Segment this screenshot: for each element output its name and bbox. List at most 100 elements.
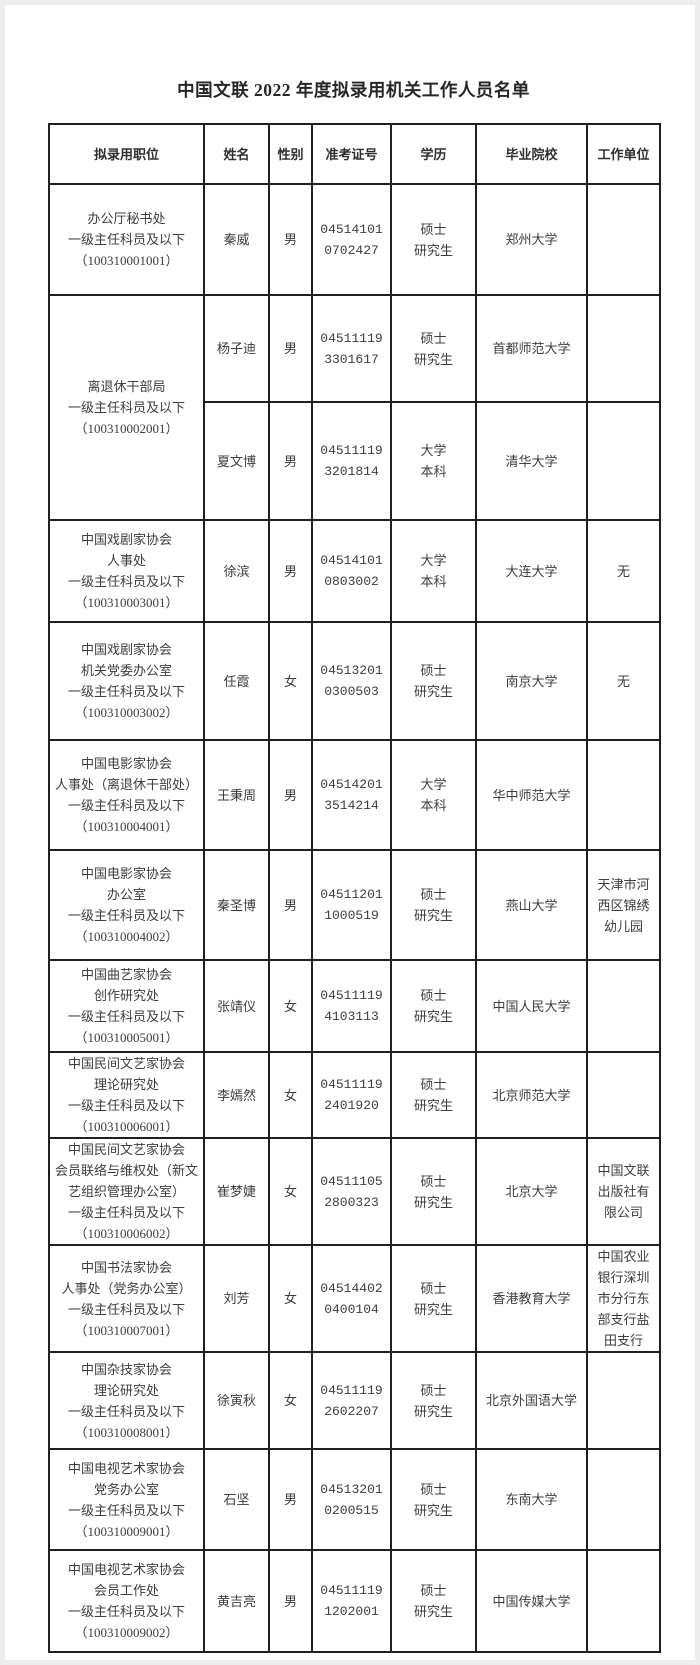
school-cell: 北京师范大学 (475, 1051, 588, 1139)
school-cell: 北京外国语大学 (475, 1351, 588, 1450)
ticket-cell: 045112011000519 (311, 849, 392, 961)
table-row: 中国民间文艺家协会 理论研究处 一级主任科员及以下 （100310006001）… (48, 1051, 661, 1139)
header-degree: 学历 (390, 123, 477, 185)
ticket-cell: 045111194103113 (311, 959, 392, 1053)
gender-cell: 女 (268, 1051, 313, 1139)
name-cell: 王秉周 (203, 739, 270, 851)
degree-cell: 硕士 研究生 (390, 1244, 477, 1353)
school-cell: 清华大学 (475, 401, 588, 521)
degree-cell: 大学 本科 (390, 739, 477, 851)
table-row: 中国电影家协会 人事处（离退休干部处） 一级主任科员及以下 （100310004… (48, 739, 661, 851)
gender-cell: 女 (268, 1244, 313, 1353)
name-cell: 刘芳 (203, 1244, 270, 1353)
name-cell: 徐寅秋 (203, 1351, 270, 1450)
header-row: 拟录用职位 姓名 性别 准考证号 学历 毕业院校 工作单位 (48, 123, 661, 185)
position-cell: 中国杂技家协会 理论研究处 一级主任科员及以下 （100310008001） (48, 1351, 205, 1450)
table-row: 中国杂技家协会 理论研究处 一级主任科员及以下 （100310008001） 徐… (48, 1351, 661, 1450)
gender-cell: 男 (268, 1549, 313, 1653)
table-row: 办公厅秘书处 一级主任科员及以下 （100310001001） 秦威 男 045… (48, 183, 661, 296)
gender-cell: 女 (268, 621, 313, 741)
school-cell: 北京大学 (475, 1137, 588, 1246)
table-row: 中国民间文艺家协会 会员联络与维权处（新文艺组织管理办公室） 一级主任科员及以下… (48, 1137, 661, 1246)
degree-cell: 硕士 研究生 (390, 294, 477, 403)
school-cell: 华中师范大学 (475, 739, 588, 851)
gender-cell: 女 (268, 1351, 313, 1450)
ticket-cell: 045111193301617 (311, 294, 392, 403)
document-page: 中国文联 2022 年度拟录用机关工作人员名单 拟录用职位 姓名 性别 准考证号… (5, 5, 695, 1660)
employer-cell: 中国农业银行深圳市分行东部支行盐田支行 (586, 1244, 661, 1353)
school-cell: 中国人民大学 (475, 959, 588, 1053)
degree-cell: 硕士 研究生 (390, 1448, 477, 1551)
table-row: 中国电视艺术家协会 会员工作处 一级主任科员及以下 （100310009002）… (48, 1549, 661, 1653)
school-cell: 东南大学 (475, 1448, 588, 1551)
recruitment-table: 拟录用职位 姓名 性别 准考证号 学历 毕业院校 工作单位 办公厅秘书处 一级主… (48, 123, 661, 1653)
degree-cell: 硕士 研究生 (390, 1351, 477, 1450)
employer-cell: 无 (586, 519, 661, 623)
name-cell: 秦圣博 (203, 849, 270, 961)
ticket-cell: 045132010300503 (311, 621, 392, 741)
header-position: 拟录用职位 (48, 123, 205, 185)
ticket-cell: 045144020400104 (311, 1244, 392, 1353)
ticket-cell: 045142013514214 (311, 739, 392, 851)
gender-cell: 男 (268, 294, 313, 403)
degree-cell: 大学 本科 (390, 519, 477, 623)
school-cell: 中国传媒大学 (475, 1549, 588, 1653)
position-cell: 中国电影家协会 人事处（离退休干部处） 一级主任科员及以下 （100310004… (48, 739, 205, 851)
position-cell: 中国戏剧家协会 机关党委办公室 一级主任科员及以下 （100310003002） (48, 621, 205, 741)
degree-cell: 硕士 研究生 (390, 621, 477, 741)
name-cell: 张靖仪 (203, 959, 270, 1053)
ticket-cell: 045111191202001 (311, 1549, 392, 1653)
document-title: 中国文联 2022 年度拟录用机关工作人员名单 (177, 80, 530, 100)
table-row: 中国电影家协会 办公室 一级主任科员及以下 （100310004002） 秦圣博… (48, 849, 661, 961)
degree-cell: 硕士 研究生 (390, 849, 477, 961)
position-cell: 中国书法家协会 人事处（党务办公室） 一级主任科员及以下 （1003100070… (48, 1244, 205, 1353)
employer-cell (586, 739, 661, 851)
name-cell: 夏文博 (203, 401, 270, 521)
position-cell: 中国电影家协会 办公室 一级主任科员及以下 （100310004002） (48, 849, 205, 961)
degree-cell: 硕士 研究生 (390, 1137, 477, 1246)
name-cell: 徐滨 (203, 519, 270, 623)
school-cell: 燕山大学 (475, 849, 588, 961)
ticket-cell: 045132010200515 (311, 1448, 392, 1551)
header-ticket: 准考证号 (311, 123, 392, 185)
ticket-cell: 045111192401920 (311, 1051, 392, 1139)
position-cell: 办公厅秘书处 一级主任科员及以下 （100310001001） (48, 183, 205, 296)
gender-cell: 女 (268, 1137, 313, 1246)
school-cell: 大连大学 (475, 519, 588, 623)
position-cell: 中国民间文艺家协会 理论研究处 一级主任科员及以下 （100310006001） (48, 1051, 205, 1139)
school-cell: 香港教育大学 (475, 1244, 588, 1353)
degree-cell: 硕士 研究生 (390, 1549, 477, 1653)
employer-cell (586, 1448, 661, 1551)
gender-cell: 男 (268, 183, 313, 296)
employer-cell: 天津市河西区锦绣幼儿园 (586, 849, 661, 961)
ticket-cell: 045141010803002 (311, 519, 392, 623)
name-cell: 石坚 (203, 1448, 270, 1551)
employer-cell (586, 1051, 661, 1139)
employer-cell (586, 1549, 661, 1653)
ticket-cell: 045141010702427 (311, 183, 392, 296)
school-cell: 首都师范大学 (475, 294, 588, 403)
position-cell: 中国曲艺家协会 创作研究处 一级主任科员及以下 （100310005001） (48, 959, 205, 1053)
gender-cell: 男 (268, 401, 313, 521)
header-employer: 工作单位 (586, 123, 661, 185)
header-name: 姓名 (203, 123, 270, 185)
table-row: 中国电视艺术家协会 党务办公室 一级主任科员及以下 （100310009001）… (48, 1448, 661, 1551)
header-gender: 性别 (268, 123, 313, 185)
employer-cell (586, 183, 661, 296)
gender-cell: 男 (268, 849, 313, 961)
name-cell: 李嫣然 (203, 1051, 270, 1139)
table-row: 中国戏剧家协会 人事处 一级主任科员及以下 （100310003001） 徐滨 … (48, 519, 661, 623)
position-cell: 中国电视艺术家协会 会员工作处 一级主任科员及以下 （100310009002） (48, 1549, 205, 1653)
ticket-cell: 045111193201814 (311, 401, 392, 521)
school-cell: 南京大学 (475, 621, 588, 741)
name-cell: 杨子迪 (203, 294, 270, 403)
ticket-cell: 045111192602207 (311, 1351, 392, 1450)
degree-cell: 大学 本科 (390, 401, 477, 521)
employer-cell (586, 294, 661, 403)
table-row: 中国书法家协会 人事处（党务办公室） 一级主任科员及以下 （1003100070… (48, 1244, 661, 1353)
school-cell: 郑州大学 (475, 183, 588, 296)
degree-cell: 硕士 研究生 (390, 1051, 477, 1139)
position-cell: 离退休干部局 一级主任科员及以下 （100310002001） (48, 294, 205, 521)
name-cell: 崔梦婕 (203, 1137, 270, 1246)
name-cell: 任霞 (203, 621, 270, 741)
